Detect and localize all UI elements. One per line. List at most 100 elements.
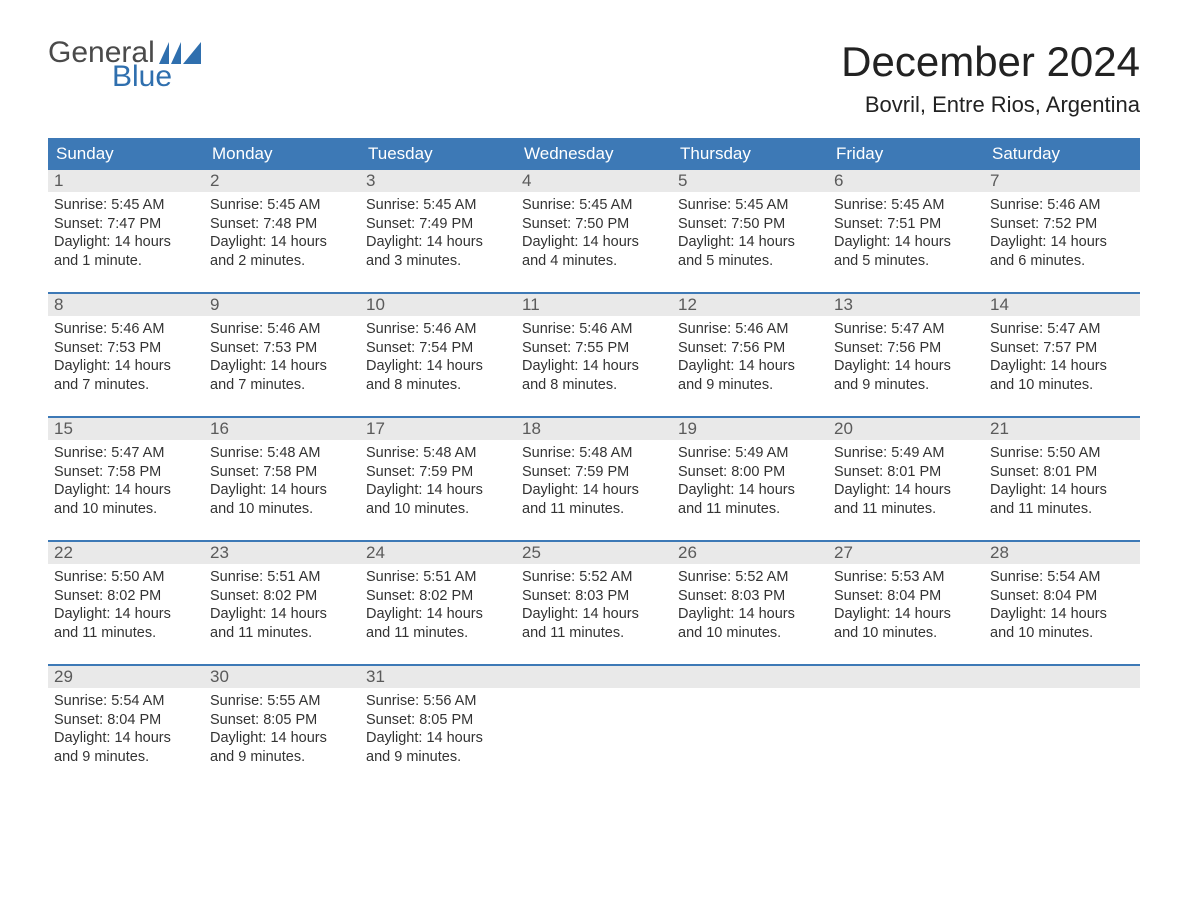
- day-details: Sunrise: 5:50 AMSunset: 8:02 PMDaylight:…: [48, 564, 204, 648]
- sunrise-line: Sunrise: 5:49 AM: [834, 444, 978, 463]
- calendar-day: 6Sunrise: 5:45 AMSunset: 7:51 PMDaylight…: [828, 170, 984, 278]
- day-details: Sunrise: 5:53 AMSunset: 8:04 PMDaylight:…: [828, 564, 984, 648]
- sunset-line: Sunset: 8:02 PM: [366, 587, 510, 606]
- sunrise-line: Sunrise: 5:46 AM: [678, 320, 822, 339]
- calendar-day: 14Sunrise: 5:47 AMSunset: 7:57 PMDayligh…: [984, 294, 1140, 402]
- calendar-day: 2Sunrise: 5:45 AMSunset: 7:48 PMDaylight…: [204, 170, 360, 278]
- sunset-line: Sunset: 8:00 PM: [678, 463, 822, 482]
- calendar-week: 29Sunrise: 5:54 AMSunset: 8:04 PMDayligh…: [48, 664, 1140, 774]
- calendar-day: 7Sunrise: 5:46 AMSunset: 7:52 PMDaylight…: [984, 170, 1140, 278]
- sunset-line: Sunset: 7:50 PM: [678, 215, 822, 234]
- calendar-day: 29Sunrise: 5:54 AMSunset: 8:04 PMDayligh…: [48, 666, 204, 774]
- day-details: Sunrise: 5:55 AMSunset: 8:05 PMDaylight:…: [204, 688, 360, 772]
- day-number: 26: [672, 542, 828, 564]
- sunset-line: Sunset: 7:56 PM: [834, 339, 978, 358]
- sunrise-line: Sunrise: 5:45 AM: [522, 196, 666, 215]
- day-details: Sunrise: 5:46 AMSunset: 7:54 PMDaylight:…: [360, 316, 516, 400]
- day-details: Sunrise: 5:47 AMSunset: 7:58 PMDaylight:…: [48, 440, 204, 524]
- sunrise-line: Sunrise: 5:53 AM: [834, 568, 978, 587]
- sunset-line: Sunset: 7:50 PM: [522, 215, 666, 234]
- sunrise-line: Sunrise: 5:45 AM: [210, 196, 354, 215]
- sunrise-line: Sunrise: 5:50 AM: [990, 444, 1134, 463]
- sunset-line: Sunset: 7:53 PM: [54, 339, 198, 358]
- day-number: [984, 666, 1140, 688]
- day-number: [828, 666, 984, 688]
- day-number: 15: [48, 418, 204, 440]
- sunset-line: Sunset: 8:04 PM: [834, 587, 978, 606]
- day-number: 30: [204, 666, 360, 688]
- day-number: 31: [360, 666, 516, 688]
- calendar-day: 5Sunrise: 5:45 AMSunset: 7:50 PMDaylight…: [672, 170, 828, 278]
- day-details: Sunrise: 5:47 AMSunset: 7:56 PMDaylight:…: [828, 316, 984, 400]
- day-number: [516, 666, 672, 688]
- daylight-line: Daylight: 14 hours and 10 minutes.: [678, 605, 822, 642]
- day-details: Sunrise: 5:49 AMSunset: 8:01 PMDaylight:…: [828, 440, 984, 524]
- daylight-line: Daylight: 14 hours and 9 minutes.: [834, 357, 978, 394]
- sunrise-line: Sunrise: 5:45 AM: [834, 196, 978, 215]
- day-number: 28: [984, 542, 1140, 564]
- weekday-header: Sunday: [48, 138, 204, 170]
- calendar: SundayMondayTuesdayWednesdayThursdayFrid…: [48, 138, 1140, 774]
- sunset-line: Sunset: 8:05 PM: [210, 711, 354, 730]
- calendar-day: 16Sunrise: 5:48 AMSunset: 7:58 PMDayligh…: [204, 418, 360, 526]
- calendar-day: 4Sunrise: 5:45 AMSunset: 7:50 PMDaylight…: [516, 170, 672, 278]
- day-details: Sunrise: 5:51 AMSunset: 8:02 PMDaylight:…: [204, 564, 360, 648]
- day-details: Sunrise: 5:50 AMSunset: 8:01 PMDaylight:…: [984, 440, 1140, 524]
- calendar-day: 19Sunrise: 5:49 AMSunset: 8:00 PMDayligh…: [672, 418, 828, 526]
- day-details: Sunrise: 5:45 AMSunset: 7:47 PMDaylight:…: [48, 192, 204, 276]
- sunrise-line: Sunrise: 5:46 AM: [54, 320, 198, 339]
- weekday-header: Wednesday: [516, 138, 672, 170]
- day-number: 20: [828, 418, 984, 440]
- day-details: Sunrise: 5:46 AMSunset: 7:53 PMDaylight:…: [204, 316, 360, 400]
- daylight-line: Daylight: 14 hours and 7 minutes.: [210, 357, 354, 394]
- month-title: December 2024: [841, 38, 1140, 86]
- daylight-line: Daylight: 14 hours and 5 minutes.: [678, 233, 822, 270]
- sunset-line: Sunset: 8:01 PM: [990, 463, 1134, 482]
- sunrise-line: Sunrise: 5:47 AM: [54, 444, 198, 463]
- calendar-day: 26Sunrise: 5:52 AMSunset: 8:03 PMDayligh…: [672, 542, 828, 650]
- calendar-day: 9Sunrise: 5:46 AMSunset: 7:53 PMDaylight…: [204, 294, 360, 402]
- sunrise-line: Sunrise: 5:51 AM: [210, 568, 354, 587]
- calendar-week: 8Sunrise: 5:46 AMSunset: 7:53 PMDaylight…: [48, 292, 1140, 402]
- calendar-week: 22Sunrise: 5:50 AMSunset: 8:02 PMDayligh…: [48, 540, 1140, 650]
- sunrise-line: Sunrise: 5:46 AM: [990, 196, 1134, 215]
- day-details: Sunrise: 5:46 AMSunset: 7:55 PMDaylight:…: [516, 316, 672, 400]
- calendar-day: 27Sunrise: 5:53 AMSunset: 8:04 PMDayligh…: [828, 542, 984, 650]
- daylight-line: Daylight: 14 hours and 3 minutes.: [366, 233, 510, 270]
- sunset-line: Sunset: 8:02 PM: [54, 587, 198, 606]
- day-details: Sunrise: 5:46 AMSunset: 7:56 PMDaylight:…: [672, 316, 828, 400]
- sunrise-line: Sunrise: 5:47 AM: [834, 320, 978, 339]
- day-details: Sunrise: 5:51 AMSunset: 8:02 PMDaylight:…: [360, 564, 516, 648]
- sunrise-line: Sunrise: 5:56 AM: [366, 692, 510, 711]
- sunrise-line: Sunrise: 5:46 AM: [522, 320, 666, 339]
- day-number: 25: [516, 542, 672, 564]
- sunrise-line: Sunrise: 5:49 AM: [678, 444, 822, 463]
- sunset-line: Sunset: 7:51 PM: [834, 215, 978, 234]
- daylight-line: Daylight: 14 hours and 4 minutes.: [522, 233, 666, 270]
- sunset-line: Sunset: 7:57 PM: [990, 339, 1134, 358]
- daylight-line: Daylight: 14 hours and 10 minutes.: [990, 357, 1134, 394]
- sunset-line: Sunset: 8:05 PM: [366, 711, 510, 730]
- calendar-week: 1Sunrise: 5:45 AMSunset: 7:47 PMDaylight…: [48, 170, 1140, 278]
- daylight-line: Daylight: 14 hours and 11 minutes.: [990, 481, 1134, 518]
- day-number: 24: [360, 542, 516, 564]
- calendar-day: 25Sunrise: 5:52 AMSunset: 8:03 PMDayligh…: [516, 542, 672, 650]
- daylight-line: Daylight: 14 hours and 9 minutes.: [54, 729, 198, 766]
- day-number: 10: [360, 294, 516, 316]
- daylight-line: Daylight: 14 hours and 9 minutes.: [678, 357, 822, 394]
- day-number: 1: [48, 170, 204, 192]
- daylight-line: Daylight: 14 hours and 10 minutes.: [54, 481, 198, 518]
- day-number: 11: [516, 294, 672, 316]
- day-details: Sunrise: 5:45 AMSunset: 7:48 PMDaylight:…: [204, 192, 360, 276]
- calendar-day: [672, 666, 828, 774]
- calendar-day: 24Sunrise: 5:51 AMSunset: 8:02 PMDayligh…: [360, 542, 516, 650]
- location: Bovril, Entre Rios, Argentina: [841, 92, 1140, 118]
- calendar-day: 28Sunrise: 5:54 AMSunset: 8:04 PMDayligh…: [984, 542, 1140, 650]
- sunrise-line: Sunrise: 5:45 AM: [678, 196, 822, 215]
- day-number: 27: [828, 542, 984, 564]
- sunrise-line: Sunrise: 5:54 AM: [54, 692, 198, 711]
- calendar-day: 10Sunrise: 5:46 AMSunset: 7:54 PMDayligh…: [360, 294, 516, 402]
- day-details: Sunrise: 5:45 AMSunset: 7:49 PMDaylight:…: [360, 192, 516, 276]
- weekday-header: Saturday: [984, 138, 1140, 170]
- day-number: 9: [204, 294, 360, 316]
